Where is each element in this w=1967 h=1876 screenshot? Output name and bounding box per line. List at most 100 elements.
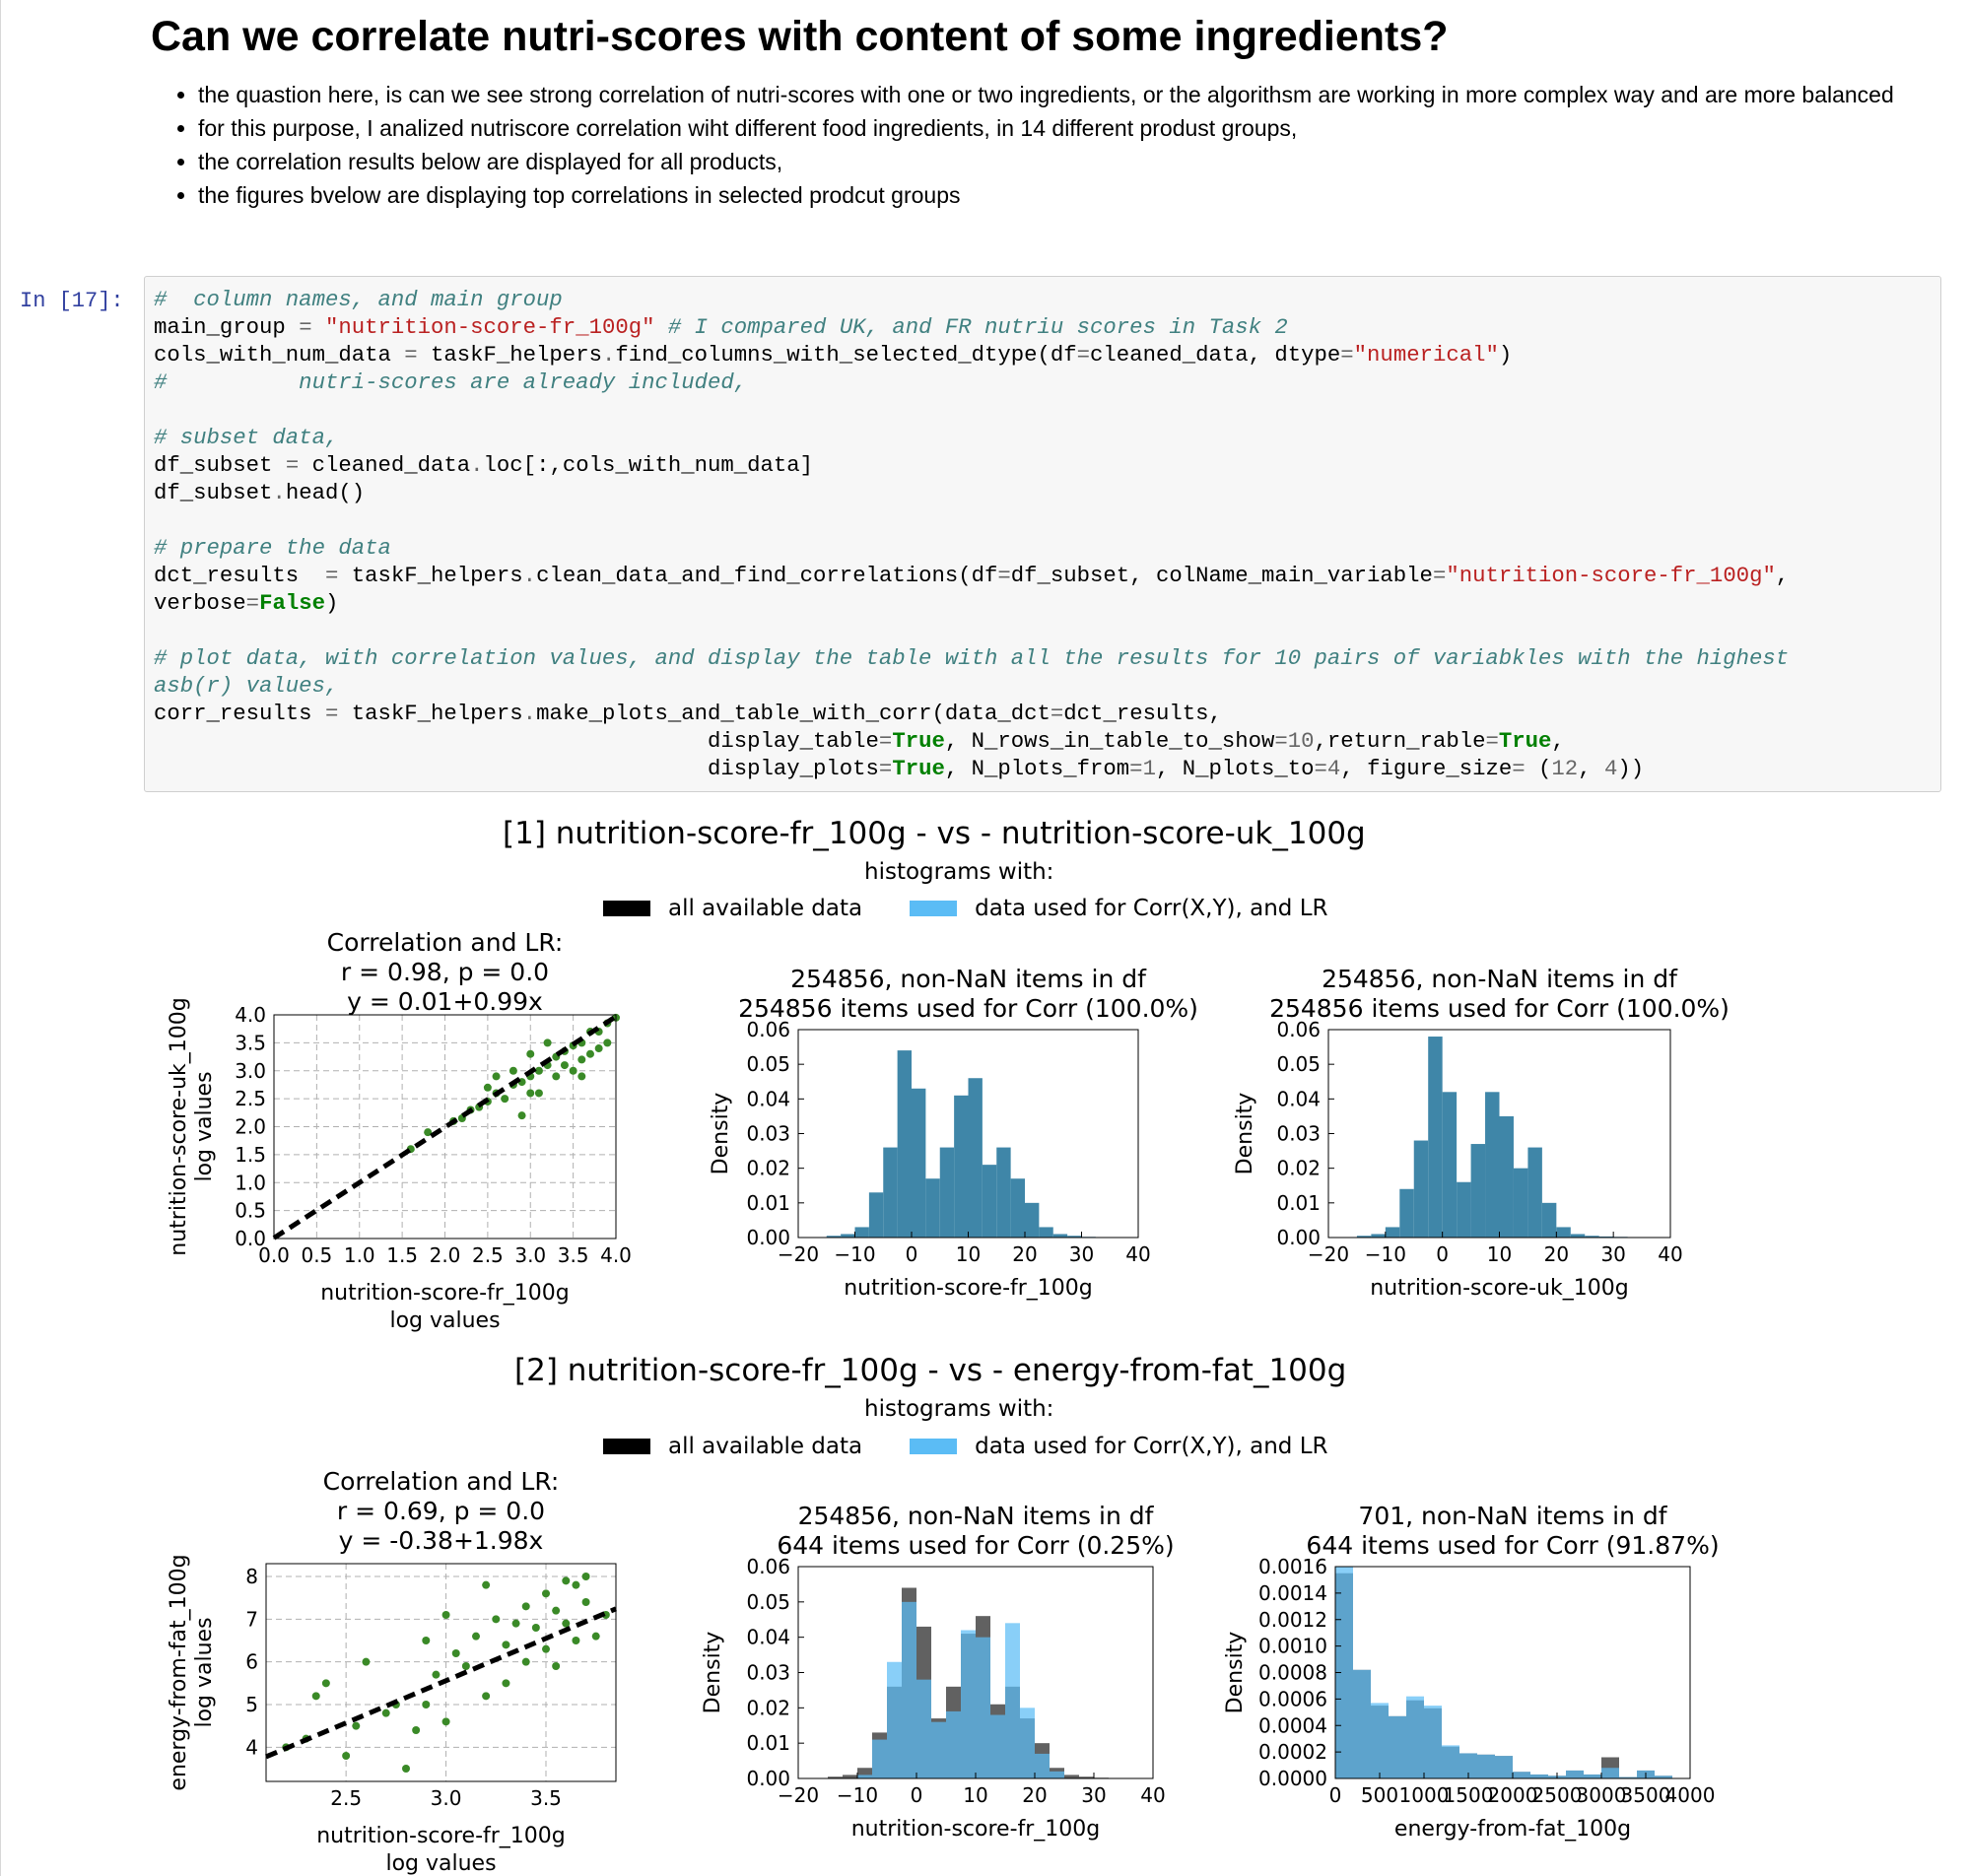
histogram-bar (1513, 1168, 1528, 1238)
y-tick-label: 0.02 (1276, 1157, 1321, 1180)
histogram-bar (976, 1637, 990, 1778)
y-axis-label: Density (709, 1093, 733, 1175)
histogram-bar (954, 1095, 969, 1238)
histogram-bar (1389, 1715, 1406, 1778)
y-tick-label: 7 (245, 1607, 258, 1631)
histogram-bar (1570, 1234, 1586, 1238)
histogram-bar (1356, 1236, 1372, 1238)
x-tick-label: 10 (956, 1242, 981, 1266)
y-axis-label: Density (1223, 1632, 1248, 1714)
x-tick-label: 3.5 (530, 1786, 562, 1810)
scatter-point (441, 1611, 450, 1619)
histogram-bar (1598, 1236, 1614, 1238)
y-tick-label: 0.05 (746, 1052, 790, 1076)
x-axis-label: nutrition-score-fr_100g (851, 1817, 1101, 1842)
scatter-point (521, 1602, 530, 1611)
x-axis-label: nutrition-score-fr_100g (316, 1824, 566, 1848)
regression-line (272, 1014, 618, 1240)
histogram-title-line: 254856 items used for Corr (100.0%) (738, 994, 1198, 1023)
x-axis-label: nutrition-score-fr_100g (320, 1281, 570, 1306)
histogram-bar (912, 1088, 926, 1238)
legend-swatch-corr-data (910, 900, 958, 916)
markdown-cell[interactable]: Can we correlate nutri-scores with conte… (151, 10, 1944, 212)
x-axis-label: log values (385, 1851, 496, 1876)
histogram-bar (916, 1679, 931, 1778)
y-tick-label: 0.5 (235, 1199, 266, 1223)
x-tick-label: 0.0 (258, 1243, 290, 1267)
scatter-point (509, 1066, 517, 1075)
scatter-point (521, 1657, 530, 1666)
x-tick-label: −20 (778, 1783, 819, 1807)
y-axis-label: Density (701, 1632, 725, 1714)
x-tick-label: 10 (963, 1783, 987, 1807)
histogram-bar (925, 1178, 940, 1238)
x-axis-label: log values (389, 1308, 500, 1333)
histogram-bar (1584, 1774, 1601, 1778)
y-tick-label: 8 (245, 1565, 258, 1588)
histogram-bar (1485, 1092, 1500, 1238)
scatter-point (542, 1644, 550, 1653)
cell-heading: Can we correlate nutri-scores with conte… (151, 13, 1449, 60)
scatter-point (562, 1619, 571, 1628)
y-tick-label: 0.0 (235, 1227, 266, 1250)
histogram-bar (1442, 1092, 1458, 1238)
histogram-title-line: 254856, non-NaN items in df (1322, 965, 1678, 993)
histogram-bar (1406, 1696, 1424, 1778)
legend-swatch-corr-data (910, 1438, 958, 1454)
scatter-point (534, 1089, 543, 1098)
y-tick-label: 1.0 (235, 1171, 266, 1194)
y-axis-label: log values (192, 1617, 217, 1727)
x-tick-label: 40 (1658, 1242, 1682, 1266)
plot-frame (265, 1563, 617, 1782)
figure-1-legend: all available data data used for Corr(X,Y… (603, 895, 1376, 924)
scatter-title-line: Correlation and LR: (327, 928, 564, 957)
x-tick-label: −10 (837, 1783, 878, 1807)
scatter-point (321, 1679, 330, 1688)
y-tick-label: 0.0014 (1258, 1581, 1327, 1605)
scatter-point (502, 1679, 510, 1688)
histogram-bar (1050, 1771, 1064, 1778)
y-tick-label: 0.05 (746, 1590, 790, 1614)
y-tick-label: 0.00 (746, 1767, 790, 1790)
histogram-bar (841, 1234, 855, 1238)
code-source[interactable]: # column names, and main group main_grou… (154, 287, 1790, 781)
scatter-point (342, 1752, 351, 1760)
histogram-bar (1513, 1772, 1530, 1778)
y-tick-label: 0.00 (746, 1226, 790, 1249)
histogram-bar (1556, 1227, 1571, 1238)
y-tick-label: 0.0012 (1258, 1608, 1327, 1632)
histogram-bar (1039, 1227, 1053, 1238)
y-tick-label: 0.0004 (1258, 1713, 1327, 1737)
scatter-point (422, 1701, 431, 1708)
histogram-bar (1353, 1669, 1371, 1778)
scatter-title-line: r = 0.69, p = 0.0 (337, 1497, 545, 1525)
y-tick-label: 0.00 (1276, 1226, 1321, 1249)
scatter-point (552, 1662, 561, 1670)
scatter-point (526, 1049, 535, 1058)
legend-swatch-all-data (603, 1438, 650, 1454)
x-tick-label: 20 (1022, 1783, 1047, 1807)
scatter-point (591, 1632, 600, 1641)
histogram-bar (826, 1236, 842, 1238)
scatter-point (552, 1606, 561, 1615)
x-tick-label: 30 (1069, 1242, 1094, 1266)
histogram-bar (828, 1776, 843, 1778)
y-tick-label: 0.06 (1276, 1018, 1321, 1041)
scatter-point (472, 1632, 480, 1641)
x-tick-label: −20 (778, 1242, 819, 1266)
histogram-bar (883, 1147, 898, 1238)
histogram-title-line: 644 items used for Corr (91.87%) (1306, 1531, 1719, 1560)
y-tick-label: 4.0 (235, 1003, 266, 1027)
histogram-bar (872, 1739, 887, 1778)
x-tick-label: 500 (1361, 1783, 1398, 1807)
x-tick-label: 10 (1487, 1242, 1512, 1266)
scatter-title-line: y = 0.01+0.99x (347, 987, 543, 1016)
figure-1-subtitle: histograms with: (864, 859, 1054, 885)
histogram-bar (1601, 1768, 1619, 1778)
legend-label-all-data: all available data (668, 895, 863, 921)
code-input-area[interactable] (144, 276, 1941, 792)
histogram-bar (1428, 1037, 1443, 1238)
histogram-bar (854, 1227, 869, 1238)
